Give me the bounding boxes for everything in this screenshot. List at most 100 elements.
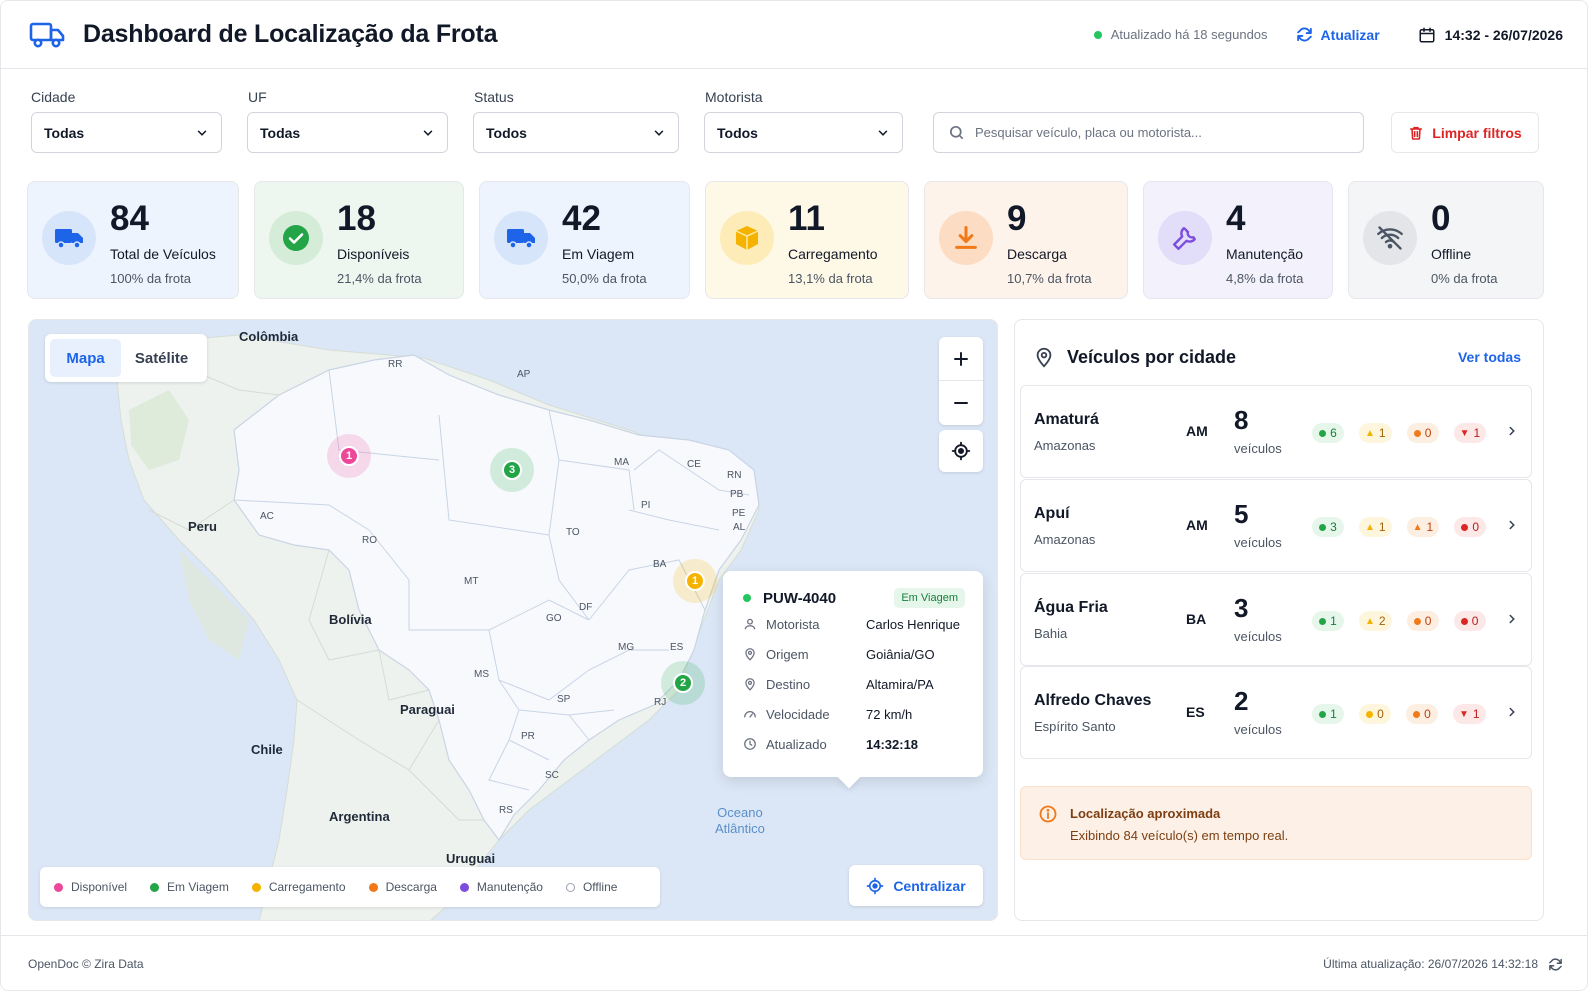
pill-value: 0 [1377, 707, 1384, 721]
uf-map-label: PI [641, 500, 651, 511]
footer-copyright: OpenDoc © Zira Data [28, 957, 144, 971]
clear-filters-button[interactable]: Limpar filtros [1391, 112, 1539, 153]
pill-carregamento: ▲ 1 [1359, 517, 1392, 537]
status-pills: 6 ▲ 1 0 ▼ 1 [1312, 423, 1501, 443]
zoom-in-button[interactable] [939, 337, 983, 381]
legend-item: Em Viagem [150, 880, 229, 894]
pill-value: 2 [1378, 614, 1386, 628]
dot-icon [1319, 523, 1327, 531]
see-all-link[interactable]: Ver todas [1457, 349, 1521, 365]
legend-label: Manutenção [476, 880, 543, 894]
pill-descarga: 0 [1406, 704, 1438, 724]
map-cluster[interactable]: 1 [673, 559, 717, 603]
user-icon [743, 617, 757, 631]
uf-value: Todas [260, 124, 301, 141]
dot-icon [1319, 429, 1327, 437]
map-cluster[interactable]: 1 [327, 434, 371, 478]
dot-icon [1319, 617, 1327, 625]
trash-icon [1410, 126, 1423, 140]
stat-value: 42 [562, 199, 601, 238]
locate-button[interactable] [939, 430, 983, 472]
uf-select[interactable]: Todas [247, 112, 448, 153]
pill-disponivel: 1 [1312, 611, 1344, 631]
uf-map-label: DF [579, 602, 593, 613]
vehicle-popup: PUW-4040 Em Viagem Motorista Carlos Henr… [723, 571, 983, 777]
stat-percent: 0% da frota [1431, 271, 1498, 286]
popup-key: Atualizado [766, 736, 827, 752]
map-legend: Disponível Em Viagem Carregamento Descar… [40, 867, 660, 907]
stat-card-offline[interactable]: 0 Offline 0% da frota [1348, 181, 1544, 299]
status-select[interactable]: Todos [473, 112, 679, 153]
status-badge: Em Viagem [894, 588, 965, 608]
city-count: 8 [1234, 405, 1249, 435]
stat-card-descarga[interactable]: 9 Descarga 10,7% da frota [924, 181, 1128, 299]
truck-icon [42, 211, 96, 265]
tab-mapa[interactable]: Mapa [50, 339, 122, 377]
map-cluster[interactable]: 2 [661, 661, 705, 705]
approx-location-notice: Localização aproximada Exibindo 84 veícu… [1020, 786, 1532, 860]
pill-disponivel: 1 [1312, 704, 1344, 724]
status-value: Todos [486, 124, 527, 141]
uf-map-label: AC [260, 511, 274, 522]
motorista-select[interactable]: Todos [704, 112, 903, 153]
header: Dashboard de Localização da Frota Atuali… [1, 1, 1587, 69]
refresh-icon[interactable] [1548, 957, 1563, 972]
uf-map-label: CE [687, 459, 701, 470]
legend-label: Disponível [71, 880, 128, 894]
stat-card-carregamento[interactable]: 11 Carregamento 13,1% da frota [705, 181, 909, 299]
live-status: Atualizado há 18 segundos [1093, 27, 1268, 42]
legend-dot-icon [459, 882, 469, 892]
cidade-select[interactable]: Todas [31, 112, 222, 153]
stat-card-em-viagem[interactable]: 42 Em Viagem 50,0% da frota [479, 181, 690, 299]
stat-value: 9 [1007, 199, 1027, 238]
motorista-value: Todos [717, 124, 758, 141]
cidade-label: Cidade [31, 89, 76, 105]
search-input[interactable] [975, 125, 1335, 140]
stat-card-disponiveis[interactable]: 18 Disponíveis 21,4% da frota [254, 181, 464, 299]
upload-icon: ▲ [1412, 521, 1423, 533]
refresh-button[interactable]: Atualizar [1296, 26, 1380, 43]
stat-value: 0 [1431, 199, 1451, 238]
chevron-right-icon [1509, 520, 1515, 530]
pill-value: 1 [1378, 426, 1386, 440]
stat-card-total[interactable]: 84 Total de Veículos 100% da frota [27, 181, 239, 299]
map-cluster[interactable]: 3 [490, 448, 534, 492]
popup-row-origem: Origem Goiânia/GO [743, 639, 965, 669]
popup-value: Goiânia/GO [866, 646, 935, 662]
city-uf: AM [1186, 423, 1208, 439]
fleet-map[interactable]: Colômbia Peru Bolívia Paraguai Chile Arg… [28, 319, 998, 921]
country-label: Bolívia [329, 612, 372, 627]
city-row[interactable]: Água Fria Bahia BA 3 veículos 1 ▲ 2 0 0 [1020, 573, 1532, 666]
city-row[interactable]: Apuí Amazonas AM 5 veículos 3 ▲ 1 ▲ 1 0 [1020, 479, 1532, 572]
notice-text: Exibindo 84 veículo(s) em tempo real. [1070, 828, 1289, 843]
stat-percent: 50,0% da frota [562, 271, 647, 286]
city-name: Água Fria [1034, 599, 1108, 616]
popup-row-motorista: Motorista Carlos Henrique [743, 609, 965, 639]
uf-map-label: MT [464, 576, 479, 587]
city-name: Alfredo Chaves [1034, 692, 1152, 709]
crosshair-icon [951, 441, 971, 461]
uf-map-label: MA [614, 457, 629, 468]
download-icon: ▼ [1459, 427, 1470, 439]
legend-label: Descarga [385, 880, 437, 894]
tab-satelite[interactable]: Satélite [134, 349, 189, 367]
vehicles-by-city-panel: Veículos por cidade Ver todas Amaturá Am… [1014, 319, 1544, 921]
chevron-right-icon [1509, 426, 1515, 436]
minus-icon [954, 402, 968, 404]
legend-label: Offline [582, 880, 618, 894]
chevron-down-icon [654, 129, 664, 136]
upload-icon: ▲ [1365, 427, 1375, 439]
pill-value: 1 [1330, 707, 1337, 721]
legend-label: Carregamento [268, 880, 346, 894]
legend-item: Carregamento [251, 880, 346, 894]
stat-card-manutencao[interactable]: 4 Manutenção 4,8% da frota [1143, 181, 1333, 299]
stat-value: 84 [110, 199, 149, 238]
zoom-out-button[interactable] [939, 381, 983, 425]
city-row[interactable]: Amaturá Amazonas AM 8 veículos 6 ▲ 1 0 ▼ 1 [1020, 385, 1532, 478]
pill-descarga: 0 [1406, 611, 1439, 631]
city-uf: ES [1186, 704, 1205, 720]
city-row[interactable]: Alfredo Chaves Espírito Santo ES 2 veícu… [1020, 666, 1532, 759]
center-map-button[interactable]: Centralizar [849, 865, 983, 906]
live-status-text: Atualizado há 18 segundos [1110, 27, 1268, 42]
legend-dot-icon [54, 882, 63, 892]
